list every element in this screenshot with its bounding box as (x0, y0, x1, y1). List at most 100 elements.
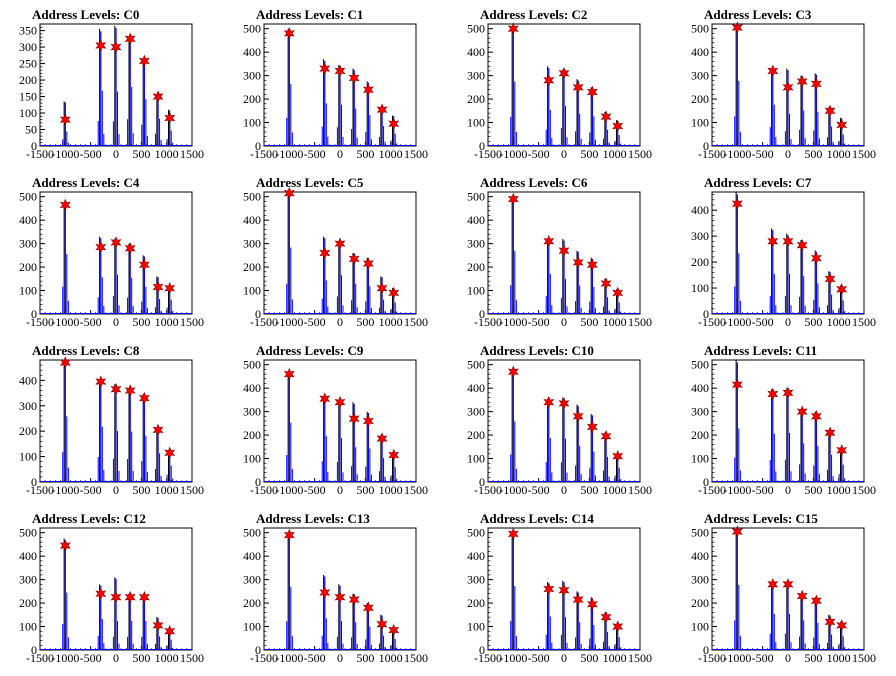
y-tick-label: 100 (19, 284, 37, 298)
y-tick-label: 200 (467, 428, 485, 442)
x-tick-label: 500 (356, 651, 374, 665)
x-tick-label: -1500 (474, 483, 502, 497)
y-tick-label: 100 (19, 450, 37, 464)
x-tick-label: 1500 (628, 147, 652, 161)
y-tick-label: 0 (31, 139, 37, 153)
x-tick-label: -1000 (499, 483, 527, 497)
chart-title: Address Levels: C14 (480, 511, 594, 526)
peak-marker (283, 528, 295, 542)
peak-marker (612, 119, 624, 133)
x-tick-label: 500 (580, 147, 598, 161)
x-tick-label: 500 (804, 147, 822, 161)
y-tick-label: 50 (25, 123, 37, 137)
x-tick-label: 0 (113, 651, 119, 665)
x-tick-label: 1000 (603, 315, 627, 329)
y-tick-label: 100 (467, 620, 485, 634)
x-tick-label: -1500 (250, 651, 278, 665)
y-tick-label: 400 (691, 203, 709, 217)
address-levels-chart-3: Address Levels: C30100200300400500-1500-… (691, 7, 876, 161)
y-tick-label: 100 (19, 620, 37, 634)
y-tick-label: 0 (703, 475, 709, 489)
peak-marker (600, 429, 612, 443)
peak-marker (767, 235, 779, 248)
x-tick-label: -1500 (474, 651, 502, 665)
y-tick-label: 400 (691, 45, 709, 59)
x-tick-label: 500 (132, 651, 150, 665)
y-tick-label: 0 (479, 139, 485, 153)
y-tick-label: 400 (243, 213, 261, 227)
chart-title: Address Levels: C8 (32, 343, 140, 358)
peak-marker (796, 75, 808, 88)
address-levels-chart-6: Address Levels: C60100200300400500-1500-… (467, 175, 652, 329)
y-tick-label: 100 (691, 452, 709, 466)
y-tick-label: 100 (243, 284, 261, 298)
x-tick-label: 1000 (603, 147, 627, 161)
chart-title: Address Levels: C5 (256, 175, 364, 190)
x-tick-label: 0 (561, 315, 567, 329)
y-tick-label: 100 (691, 116, 709, 130)
x-tick-label: 1000 (155, 483, 179, 497)
y-tick-label: 100 (467, 116, 485, 130)
y-tick-label: 0 (31, 475, 37, 489)
chart-title: Address Levels: C7 (704, 175, 812, 190)
y-tick-label: 200 (467, 92, 485, 106)
peak-marker (362, 83, 374, 96)
x-tick-label: -500 (528, 483, 550, 497)
x-tick-label: -1500 (26, 315, 54, 329)
peak-marker (558, 397, 570, 410)
peak-marker (782, 235, 794, 248)
peak-marker (362, 414, 374, 428)
peak-marker (731, 21, 743, 34)
peak-marker (388, 286, 400, 300)
x-tick-label: 1000 (603, 651, 627, 665)
x-tick-label: 500 (804, 651, 822, 665)
x-tick-label: 1500 (180, 483, 204, 497)
address-levels-chart-13: Address Levels: C13 0 100 200 300 400 500 -1500… (243, 511, 428, 665)
peak-marker (782, 81, 794, 94)
x-tick-label: 0 (113, 147, 119, 161)
x-tick-label: 500 (356, 483, 374, 497)
peak-marker (362, 601, 374, 615)
peak-marker (810, 594, 822, 608)
peak-marker (600, 277, 612, 290)
y-tick-label: 500 (691, 358, 709, 372)
x-tick-label: -1000 (499, 315, 527, 329)
peak-marker (836, 444, 848, 457)
peak-marker (731, 525, 743, 538)
peak-marker (572, 256, 584, 269)
address-levels-chart-14: Address Levels: C14 0 100 200 300 400 500 -1500… (467, 511, 652, 665)
peak-marker (95, 587, 107, 600)
x-tick-label: -1500 (250, 147, 278, 161)
y-tick-label: 200 (691, 596, 709, 610)
peak-marker (810, 410, 822, 423)
y-tick-label: 300 (467, 69, 485, 83)
peak-marker (110, 236, 122, 249)
peak-marker (507, 192, 519, 206)
peak-marker (782, 386, 794, 400)
y-tick-label: 300 (243, 237, 261, 251)
peak-marker (164, 446, 176, 460)
x-tick-label: 0 (785, 651, 791, 665)
y-tick-label: 0 (703, 307, 709, 321)
peak-marker (600, 610, 612, 624)
x-tick-label: -1500 (474, 147, 502, 161)
peak-marker (319, 62, 331, 75)
address-levels-chart-9: Address Levels: C90100200300400500-1500-… (243, 343, 428, 497)
peak-marker (59, 198, 71, 212)
peak-marker (558, 583, 570, 597)
address-levels-chart-7: Address Levels: C7 0 100 200 300 400 -1500-100… (691, 175, 876, 329)
peak-marker (600, 110, 612, 123)
y-tick-label: 100 (467, 452, 485, 466)
peak-marker (558, 244, 570, 257)
peak-marker (138, 258, 150, 272)
x-tick-label: 1500 (628, 315, 652, 329)
peak-marker (110, 590, 122, 604)
peak-marker (507, 527, 519, 541)
peak-marker (507, 22, 519, 35)
x-tick-label: 1000 (827, 147, 851, 161)
x-tick-label: -500 (528, 147, 550, 161)
peak-marker (334, 237, 346, 250)
x-tick-label: -1000 (275, 483, 303, 497)
y-tick-label: 150 (19, 90, 37, 104)
y-tick-label: 200 (691, 255, 709, 269)
